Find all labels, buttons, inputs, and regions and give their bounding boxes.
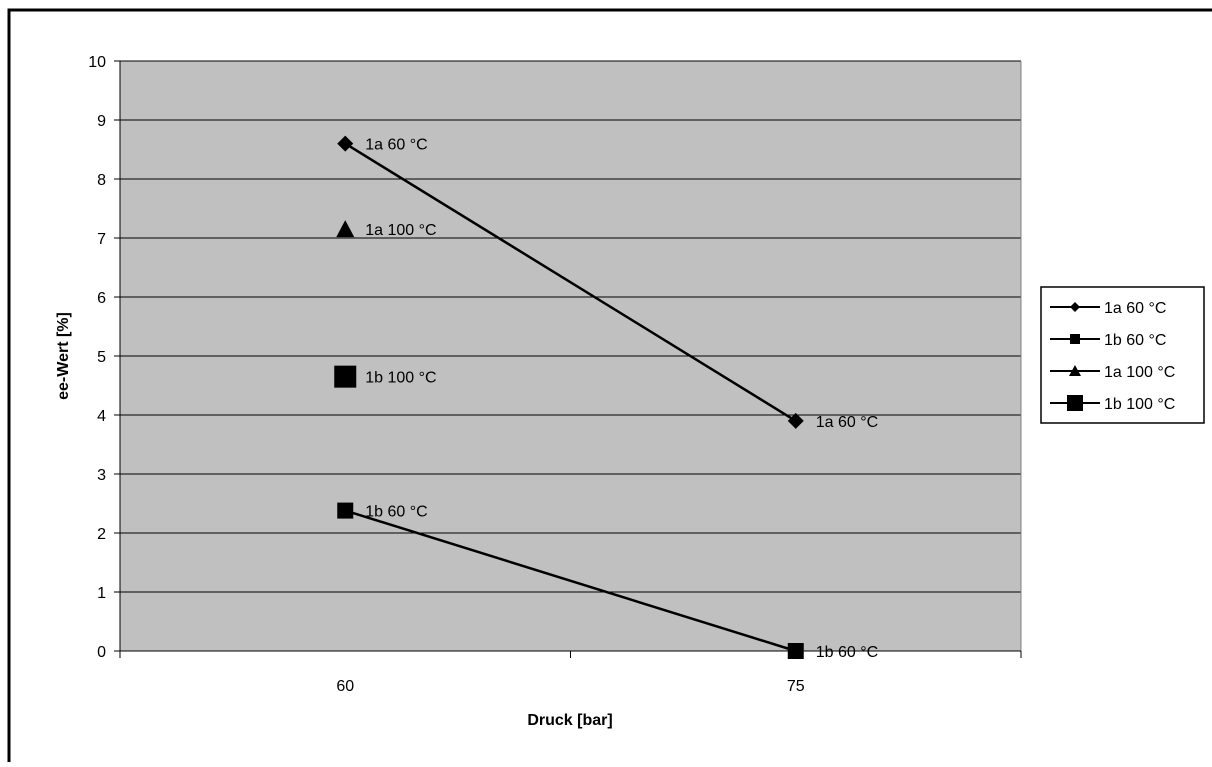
legend: 1a 60 °C 1b 60 °C 1a 100 °C 1b 100 °C [1040, 286, 1205, 424]
y-tick-label: 4 [97, 408, 106, 425]
y-tick-label: 10 [88, 54, 106, 71]
y-tick-label: 1 [97, 585, 106, 602]
data-point [337, 135, 354, 152]
data-label: 1a 60 °C [816, 414, 878, 431]
y-tick-label: 8 [97, 172, 106, 189]
series [334, 135, 804, 659]
y-tick-label: 6 [97, 290, 106, 307]
chart-frame [7, 8, 1212, 762]
data-label: 1a 100 °C [365, 222, 436, 239]
y-tick-label: 3 [97, 467, 106, 484]
series-line [344, 509, 797, 653]
data-point [787, 643, 804, 659]
data-label: 1a 60 °C [365, 137, 427, 154]
series-1b-60-c [337, 502, 804, 659]
data-point [787, 412, 804, 429]
x-axis-title: Druck [bar] [527, 712, 612, 729]
data-point [337, 502, 354, 519]
y-tick-label: 7 [97, 231, 106, 248]
series-1a-60-c [337, 135, 804, 429]
legend-marker [1067, 395, 1083, 411]
legend-marker [1070, 334, 1080, 344]
x-tick-label: 75 [787, 678, 805, 695]
data-point [334, 365, 357, 388]
legend-marker [1069, 365, 1081, 376]
data-point [336, 220, 355, 238]
legend-label: 1b 60 °C [1104, 332, 1166, 349]
data-label: 1b 60 °C [365, 504, 427, 521]
data-label: 1b 100 °C [365, 370, 436, 387]
y-tick-label: 5 [97, 349, 106, 366]
y-tick-label: 0 [97, 644, 106, 661]
y-axis-title: ee-Wert [%] [55, 312, 72, 400]
series-line [344, 142, 797, 422]
legend-label: 1a 100 °C [1104, 364, 1175, 381]
legend-label: 1b 100 °C [1104, 396, 1175, 413]
data-labels: 1a 60 °C 1a 60 °C 1b 60 °C 1b 60 °C 1a 100 °… [365, 137, 878, 661]
series-1a-100-c [336, 220, 355, 238]
y-tick-label: 9 [97, 113, 106, 130]
series-1b-100-c [334, 365, 357, 388]
data-label: 1b 60 °C [816, 644, 878, 661]
x-tick-label: 60 [336, 678, 354, 695]
y-tick-labels: 0 1 2 3 4 5 6 7 8 9 10 [88, 54, 106, 661]
axes [114, 60, 1022, 658]
x-tick-labels: 60 75 [336, 678, 804, 695]
legend-marker [1070, 302, 1080, 312]
y-tick-label: 2 [97, 526, 106, 543]
legend-label: 1a 60 °C [1104, 300, 1166, 317]
